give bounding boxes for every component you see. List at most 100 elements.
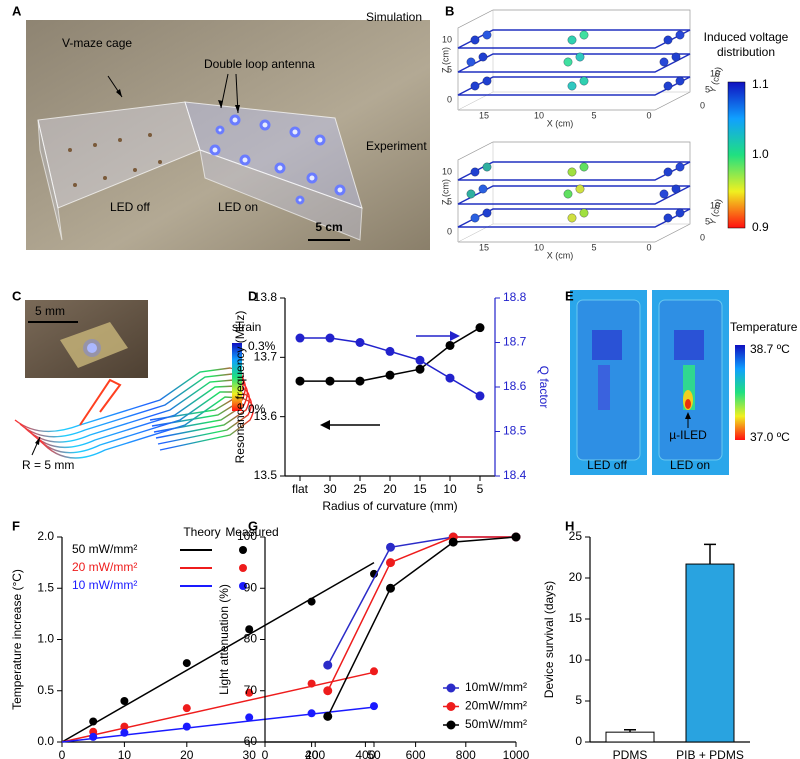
sensor-sphere [478,52,488,62]
y-tick-label: 13.6 [254,409,278,423]
data-point [325,376,335,386]
x-tick-label: 15 [413,482,427,496]
simulation-label: Simulation [366,10,422,24]
box-frame [457,141,691,243]
data-point [475,323,485,333]
y-tick-label: 15 [569,611,583,625]
y2-axis-title: Q factor [537,366,551,409]
sensor-sphere [675,208,685,218]
y-tick-label: 13.7 [254,350,278,364]
bar [605,731,655,743]
x-tick-label: 20 [180,748,194,759]
led-on-label: LED on [670,458,710,472]
y-tick-label: 0.5 [37,683,54,697]
data-point [445,340,455,350]
legend-title: Measured [225,525,278,539]
legend-label: 20mW/mm² [465,699,527,713]
fit-line [61,706,375,743]
x-tick-label: 800 [456,748,476,759]
radius-label: R = 5 mm [22,458,74,472]
data-point [415,364,425,374]
y-axis-title: Resonance frequency (MHz) [233,311,247,464]
colorbar-title: strain [232,320,261,334]
sensor-sphere [567,213,577,223]
annotation-arrows [320,331,460,430]
series-line [327,536,517,717]
box-frame [492,142,690,225]
box-frame [492,10,690,93]
scale-bar-label: 5 mm [35,304,65,318]
error-bar [624,728,636,733]
y2-tick-label: 18.7 [503,335,527,349]
panel-label: C [12,288,22,303]
sensor-sphere [482,30,492,40]
data-point [386,558,395,568]
cage-label: V-maze cage [62,36,132,50]
sensor-sphere [567,81,577,91]
y-tick-label: 1.5 [37,580,54,594]
antenna-plane [457,208,691,228]
y-tick-label: 2.0 [37,529,54,543]
y2-tick-label: 18.5 [503,424,527,438]
box-frame [457,9,691,111]
y-tick-label: 70 [244,683,258,697]
data-point [89,732,98,741]
axis-tick: 5 [705,84,710,94]
colorbar-max: 38.7 ºC [750,342,790,356]
sensor-sphere [579,30,589,40]
sensor-sphere [482,162,492,172]
data-point [448,537,458,547]
led-off-label: LED off [110,200,150,214]
axis-tick: 10 [442,34,452,44]
sensor-sphere [470,167,480,177]
sensor-sphere [663,213,673,223]
sensor-sphere [466,57,476,67]
axis-tick: 0 [700,100,705,110]
x-tick-label: 30 [323,482,337,496]
data-point [182,659,191,668]
led-off-label: LED off [587,458,627,472]
data-point [120,722,129,731]
axis-tick: 10 [534,110,544,120]
arrow-label: µ-ILED [669,428,707,442]
x-tick-label: 50 [367,748,381,759]
y-tick-label: 20 [569,570,583,584]
axis-tick: 10 [710,68,720,78]
axis-tick: 10 [442,166,452,176]
data-point [511,532,521,542]
colorbar-min: 37.0 ºC [750,430,790,444]
data-point [355,376,365,386]
sensor-sphere [563,189,573,199]
sensor-sphere [579,76,589,86]
data-point [370,702,378,711]
x-tick-label: 600 [406,748,426,759]
legend-marker [239,546,247,554]
y-tick-label: 5 [575,693,582,707]
y-tick-label: 60 [244,734,258,748]
axis-title: Z (cm) [440,47,450,73]
sensor-sphere [563,57,573,67]
y-tick-label: 80 [244,632,258,646]
experiment-label: Experiment [366,139,427,153]
colorbar-tick: 0.9 [752,220,769,234]
colorbar [232,343,242,411]
data-point [307,709,316,718]
antenna-label: Double loop antenna [204,57,315,71]
axis-tick: 10 [710,200,720,210]
sensor-sphere [675,76,685,86]
panel-label: E [565,288,574,303]
data-point [323,711,333,721]
data-point [415,355,425,365]
x-tick-label: 0 [262,748,269,759]
data-point [386,583,395,593]
sensor-sphere [675,162,685,172]
data-point [445,373,455,383]
sensor-sphere [579,208,589,218]
x-tick-label: flat [292,482,309,496]
data-point [475,391,485,401]
data-point [385,346,395,356]
sensor-sphere [466,189,476,199]
panel-label: B [445,3,454,18]
y-axis-title: Device survival (days) [542,581,556,698]
data-point [245,688,254,697]
